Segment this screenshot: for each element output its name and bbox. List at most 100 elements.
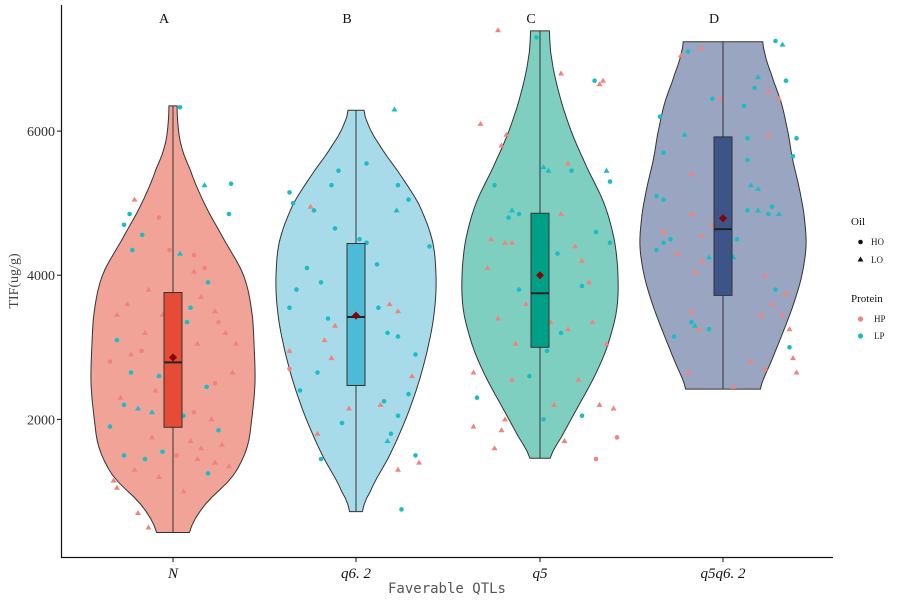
data-point: [188, 305, 193, 311]
data-point: [219, 441, 225, 447]
data-point: [654, 193, 659, 199]
y-tick-label: 2000: [27, 413, 55, 428]
data-point: [156, 474, 162, 479]
data-point: [506, 215, 511, 220]
data-point: [769, 301, 775, 307]
data-point: [600, 77, 606, 83]
data-point: [399, 507, 404, 512]
data-point: [614, 435, 620, 440]
data-point: [212, 308, 218, 314]
data-point: [388, 431, 394, 437]
data-point: [545, 167, 552, 173]
data-point: [661, 150, 666, 155]
data-point: [304, 265, 310, 271]
data-point: [696, 327, 701, 332]
data-point: [332, 226, 338, 231]
data-point: [745, 136, 750, 141]
data-point: [229, 369, 236, 375]
data-point: [376, 305, 381, 311]
data-point: [527, 373, 532, 379]
data-point: [787, 345, 792, 350]
y-tick-label: 4000: [27, 269, 55, 284]
data-point: [762, 272, 768, 278]
data-point: [470, 423, 477, 429]
data-point: [741, 103, 747, 109]
data-point: [491, 445, 498, 451]
data-point: [589, 319, 596, 325]
data-point: [228, 181, 234, 186]
data-point: [586, 279, 592, 285]
data-point: [509, 239, 515, 245]
data-point: [794, 136, 799, 141]
data-point: [692, 268, 698, 274]
data-point: [498, 142, 505, 148]
data-point: [222, 329, 229, 335]
data-point: [135, 405, 141, 411]
data-point: [688, 211, 695, 216]
data-point: [561, 438, 568, 443]
data-point: [139, 232, 145, 238]
data-point: [786, 326, 793, 332]
significance-letter: C: [526, 12, 535, 27]
data-point: [427, 244, 432, 249]
data-point: [395, 182, 401, 188]
data-point: [156, 373, 162, 379]
data-point: [503, 131, 510, 137]
data-point: [790, 154, 796, 159]
data-point: [131, 196, 138, 202]
data-point: [121, 402, 127, 408]
data-point: [187, 438, 194, 443]
data-point: [765, 131, 772, 137]
data-point: [706, 327, 712, 332]
data-point: [688, 308, 695, 314]
data-point: [117, 394, 124, 400]
data-point: [406, 197, 411, 202]
data-point: [357, 236, 362, 242]
data-point: [321, 337, 328, 343]
data-point: [198, 293, 204, 299]
mean-marker: [352, 311, 360, 320]
data-point: [579, 413, 585, 419]
data-point: [395, 466, 401, 472]
significance-letter: D: [709, 12, 719, 27]
legend-key-lp: [857, 333, 864, 339]
data-point: [596, 81, 603, 87]
data-point: [706, 254, 712, 260]
x-axis-title: Faverable QTLs: [388, 581, 506, 597]
data-point: [492, 182, 497, 188]
data-point: [409, 373, 415, 379]
data-point: [509, 207, 515, 213]
data-point: [592, 78, 597, 83]
data-point: [565, 160, 571, 166]
data-point: [216, 319, 221, 325]
data-point: [516, 211, 522, 217]
data-point: [474, 395, 480, 401]
data-point: [377, 401, 384, 407]
data-point: [287, 366, 292, 372]
data-point: [551, 401, 557, 407]
data-point: [121, 222, 127, 228]
data-point: [603, 167, 610, 173]
data-point: [107, 424, 113, 429]
data-point: [156, 215, 162, 220]
legend-label-ho: HO: [871, 237, 884, 247]
data-point: [498, 427, 505, 433]
data-point: [755, 185, 761, 191]
data-point: [202, 265, 207, 271]
data-point: [783, 290, 789, 296]
data-point: [290, 200, 296, 206]
mean-marker: [169, 353, 177, 362]
data-point: [128, 370, 134, 375]
data-point: [654, 247, 659, 253]
data-point: [332, 322, 338, 328]
data-point: [593, 229, 599, 235]
data-point: [385, 330, 390, 336]
data-point: [730, 383, 737, 389]
data-point: [287, 305, 292, 311]
data-point: [307, 203, 314, 209]
legend-label-hp: HP: [874, 314, 886, 324]
data-point: [558, 70, 564, 76]
data-point: [130, 247, 135, 253]
data-point: [674, 250, 681, 256]
